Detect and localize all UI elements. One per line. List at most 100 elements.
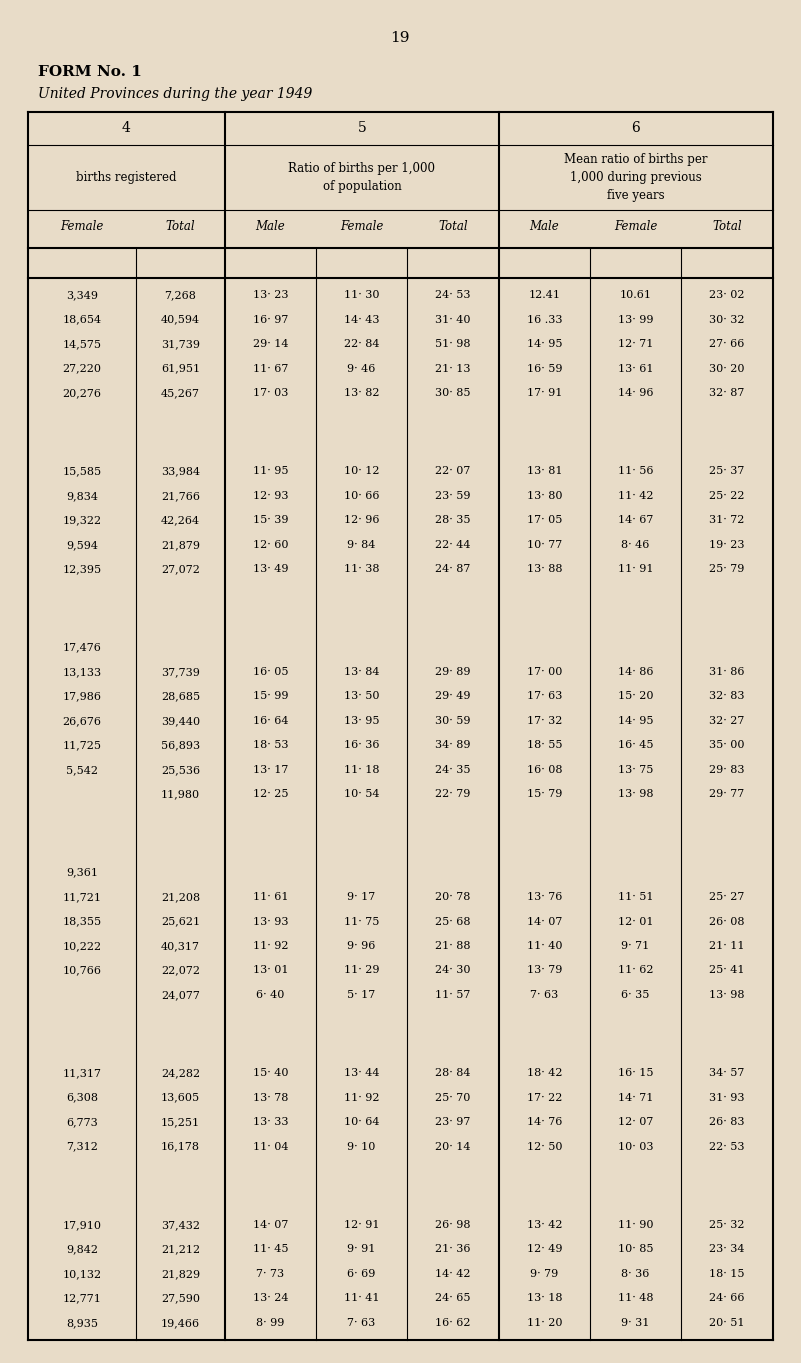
Text: 13· 98: 13· 98 [618,789,654,799]
Text: 13· 01: 13· 01 [253,965,288,976]
Text: United Provinces during the year 1949: United Provinces during the year 1949 [38,87,312,101]
Text: 39,440: 39,440 [161,716,200,726]
Text: 26· 08: 26· 08 [709,916,745,927]
Text: 20· 78: 20· 78 [435,891,471,902]
Text: 9,842: 9,842 [66,1244,98,1254]
Text: 34· 89: 34· 89 [435,740,471,751]
Text: 25,536: 25,536 [161,765,200,774]
Text: 45,267: 45,267 [161,388,200,398]
Text: 14· 42: 14· 42 [435,1269,471,1278]
Text: 11· 42: 11· 42 [618,491,654,500]
Text: 18· 42: 18· 42 [527,1069,562,1078]
Text: 9· 91: 9· 91 [348,1244,376,1254]
Text: 12· 93: 12· 93 [253,491,288,500]
Text: 13· 18: 13· 18 [527,1293,562,1303]
Text: 13· 78: 13· 78 [253,1093,288,1103]
Text: 16· 97: 16· 97 [253,315,288,324]
Text: 17· 63: 17· 63 [527,691,562,702]
Text: Female: Female [340,221,383,233]
Text: 14· 95: 14· 95 [527,339,562,349]
Text: 28,685: 28,685 [161,691,200,702]
Text: 17,986: 17,986 [62,691,102,702]
Text: 11· 90: 11· 90 [618,1220,654,1229]
Text: 9· 17: 9· 17 [348,891,376,902]
Text: 28· 84: 28· 84 [435,1069,471,1078]
Text: 10· 12: 10· 12 [344,466,379,477]
Text: 22,072: 22,072 [161,965,200,976]
Text: 7· 73: 7· 73 [256,1269,284,1278]
Text: 31· 93: 31· 93 [709,1093,745,1103]
Text: Ratio of births per 1,000
of population: Ratio of births per 1,000 of population [288,162,436,194]
Text: 6,773: 6,773 [66,1118,98,1127]
Text: 24· 65: 24· 65 [435,1293,471,1303]
Text: 14· 95: 14· 95 [618,716,654,726]
Text: 13· 33: 13· 33 [253,1118,288,1127]
Text: 23· 97: 23· 97 [435,1118,471,1127]
Text: 11· 92: 11· 92 [253,940,288,951]
Text: Female: Female [614,221,657,233]
Text: 34· 57: 34· 57 [710,1069,745,1078]
Text: 22· 07: 22· 07 [435,466,471,477]
Text: 12,395: 12,395 [62,564,102,574]
Text: 13· 24: 13· 24 [253,1293,288,1303]
Text: 21· 36: 21· 36 [435,1244,471,1254]
Text: 15,251: 15,251 [161,1118,200,1127]
Text: 31· 40: 31· 40 [435,315,471,324]
Text: 11· 29: 11· 29 [344,965,379,976]
Text: 37,432: 37,432 [161,1220,200,1229]
Text: 13· 44: 13· 44 [344,1069,379,1078]
Text: 26,676: 26,676 [62,716,102,726]
Text: 6: 6 [632,121,640,135]
Text: 10,132: 10,132 [62,1269,102,1278]
Text: 17· 03: 17· 03 [253,388,288,398]
Text: 25· 37: 25· 37 [710,466,745,477]
Text: 30· 32: 30· 32 [709,315,745,324]
Text: 25· 41: 25· 41 [709,965,745,976]
Text: 11· 04: 11· 04 [253,1142,288,1152]
Text: 16,178: 16,178 [161,1142,200,1152]
Text: 25· 22: 25· 22 [709,491,745,500]
Text: 13· 93: 13· 93 [253,916,288,927]
Text: 9· 46: 9· 46 [348,364,376,373]
Text: 10· 64: 10· 64 [344,1118,379,1127]
Text: 11· 30: 11· 30 [344,290,379,300]
Text: 13· 88: 13· 88 [527,564,562,574]
Text: 12· 01: 12· 01 [618,916,654,927]
Text: 24,282: 24,282 [161,1069,200,1078]
Text: 9,361: 9,361 [66,868,98,878]
Text: 14· 71: 14· 71 [618,1093,653,1103]
Text: 12· 96: 12· 96 [344,515,379,525]
Text: 13· 80: 13· 80 [527,491,562,500]
Text: 11· 62: 11· 62 [618,965,654,976]
Text: 9· 96: 9· 96 [348,940,376,951]
Text: 7· 63: 7· 63 [530,990,558,1000]
Text: 27,072: 27,072 [161,564,200,574]
Text: 21,879: 21,879 [161,540,200,549]
Text: Total: Total [438,221,468,233]
Text: 29· 83: 29· 83 [709,765,745,774]
Text: 11,980: 11,980 [161,789,200,799]
Text: 4: 4 [122,121,131,135]
Text: 9,834: 9,834 [66,491,98,500]
Text: 14· 96: 14· 96 [618,388,654,398]
Text: 19,466: 19,466 [161,1318,200,1328]
Text: 25· 32: 25· 32 [709,1220,745,1229]
Text: 24· 66: 24· 66 [709,1293,745,1303]
Text: 12,771: 12,771 [62,1293,102,1303]
Text: 40,594: 40,594 [161,315,200,324]
Text: 27,590: 27,590 [161,1293,200,1303]
Text: 8,935: 8,935 [66,1318,98,1328]
Text: 25· 70: 25· 70 [435,1093,471,1103]
Text: 21,212: 21,212 [161,1244,200,1254]
Text: 25· 27: 25· 27 [710,891,745,902]
Text: 25· 68: 25· 68 [435,916,471,927]
Text: 11· 67: 11· 67 [253,364,288,373]
Text: 13· 99: 13· 99 [618,315,654,324]
Text: 40,317: 40,317 [161,940,200,951]
Text: 20· 14: 20· 14 [435,1142,471,1152]
Text: 11,721: 11,721 [62,891,102,902]
Text: 31· 72: 31· 72 [710,515,745,525]
Text: 13· 76: 13· 76 [527,891,562,902]
Text: 28· 35: 28· 35 [435,515,471,525]
Text: 9,594: 9,594 [66,540,98,549]
